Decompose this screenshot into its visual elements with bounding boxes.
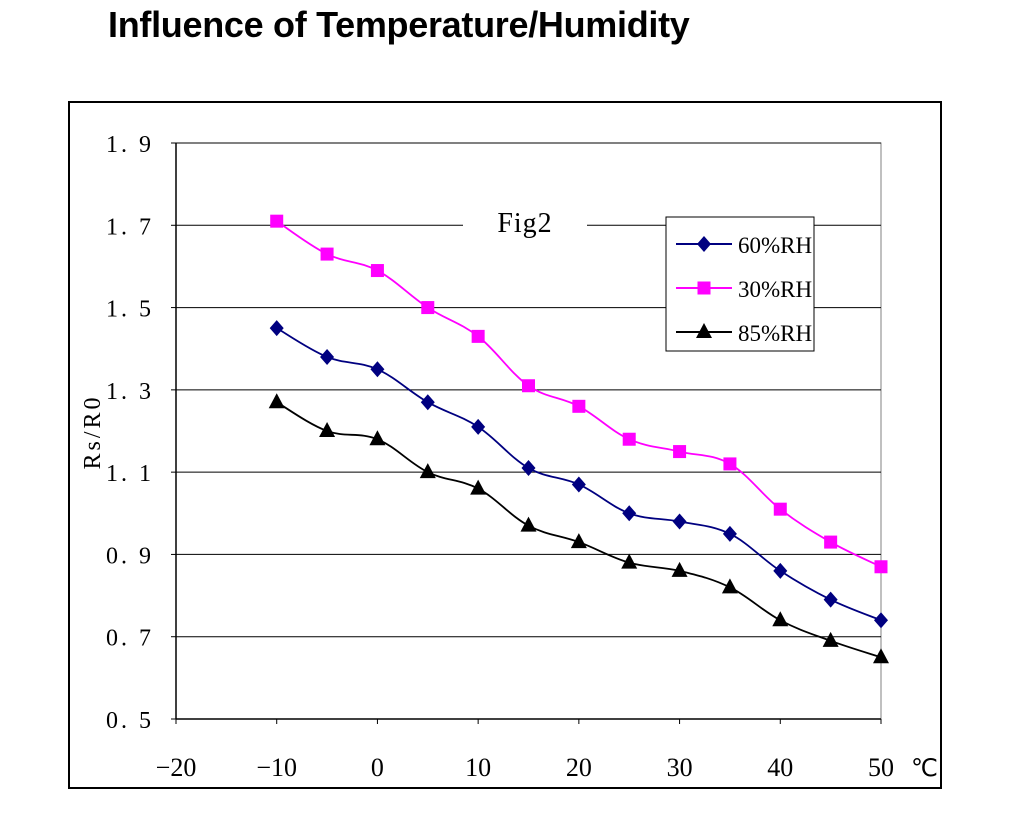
data-point <box>773 562 788 579</box>
data-point <box>874 612 888 629</box>
legend-label: 85%RH <box>738 321 812 346</box>
x-tick-label: 20 <box>566 753 592 782</box>
data-point <box>571 476 586 493</box>
data-point <box>370 361 385 378</box>
data-point <box>470 479 487 495</box>
data-point <box>873 648 889 664</box>
data-point <box>320 348 335 365</box>
data-point <box>671 561 688 577</box>
y-tick-label: 1. 7 <box>106 214 154 240</box>
data-point <box>270 214 284 228</box>
x-tick-label: −10 <box>256 753 297 782</box>
data-point <box>370 264 384 278</box>
legend-marker <box>697 281 711 295</box>
data-point <box>722 525 737 542</box>
data-point <box>522 379 535 393</box>
data-point <box>520 516 537 532</box>
data-point <box>823 591 838 608</box>
y-tick-label: 1. 3 <box>106 379 154 405</box>
chart-title-bg <box>463 202 587 238</box>
data-point <box>673 445 687 459</box>
data-point <box>723 457 737 471</box>
legend-marker <box>696 323 712 338</box>
data-point <box>369 430 386 446</box>
y-tick-label: 0. 9 <box>106 543 154 569</box>
data-point <box>421 301 435 315</box>
legend-box <box>665 216 815 352</box>
y-tick-label: 1. 1 <box>106 461 154 487</box>
data-point <box>772 611 789 627</box>
data-point <box>420 394 435 411</box>
x-tick-label: 50 <box>868 753 894 782</box>
y-tick-label: 1. 9 <box>106 132 154 158</box>
data-point <box>268 393 285 409</box>
page-title: Influence of Temperature/Humidity <box>108 4 690 45</box>
data-point <box>269 320 284 337</box>
x-tick-label: 0 <box>371 753 384 782</box>
data-point <box>874 560 888 574</box>
y-tick-label: 1. 5 <box>106 297 154 323</box>
y-tick-label: 0. 7 <box>106 626 154 652</box>
data-point <box>570 533 587 549</box>
x-unit-label: ℃ <box>911 756 938 782</box>
data-point <box>572 399 586 413</box>
data-point <box>471 329 485 343</box>
data-point <box>319 422 336 437</box>
legend-marker <box>697 236 711 252</box>
y-tick-label: 0. 5 <box>106 708 154 734</box>
legend-label: 30%RH <box>738 277 812 302</box>
chart-frame <box>68 101 942 789</box>
data-point <box>721 578 738 594</box>
data-point <box>320 247 334 261</box>
chart-title: Fig2 <box>497 208 552 239</box>
data-point <box>621 553 638 569</box>
data-point <box>521 460 536 477</box>
data-point <box>824 535 838 549</box>
data-point <box>419 463 436 479</box>
data-point <box>622 432 636 446</box>
data-point <box>822 631 839 647</box>
data-point <box>622 505 637 522</box>
x-tick-label: 10 <box>465 753 491 782</box>
x-tick-label: 40 <box>767 753 793 782</box>
legend-label: 60%RH <box>738 233 812 258</box>
data-point <box>471 418 486 435</box>
y-axis-label: Rs/R0 <box>80 394 106 469</box>
data-point <box>672 513 687 530</box>
x-tick-label: −20 <box>156 753 197 782</box>
data-point <box>773 502 787 516</box>
x-tick-label: 30 <box>667 753 693 782</box>
